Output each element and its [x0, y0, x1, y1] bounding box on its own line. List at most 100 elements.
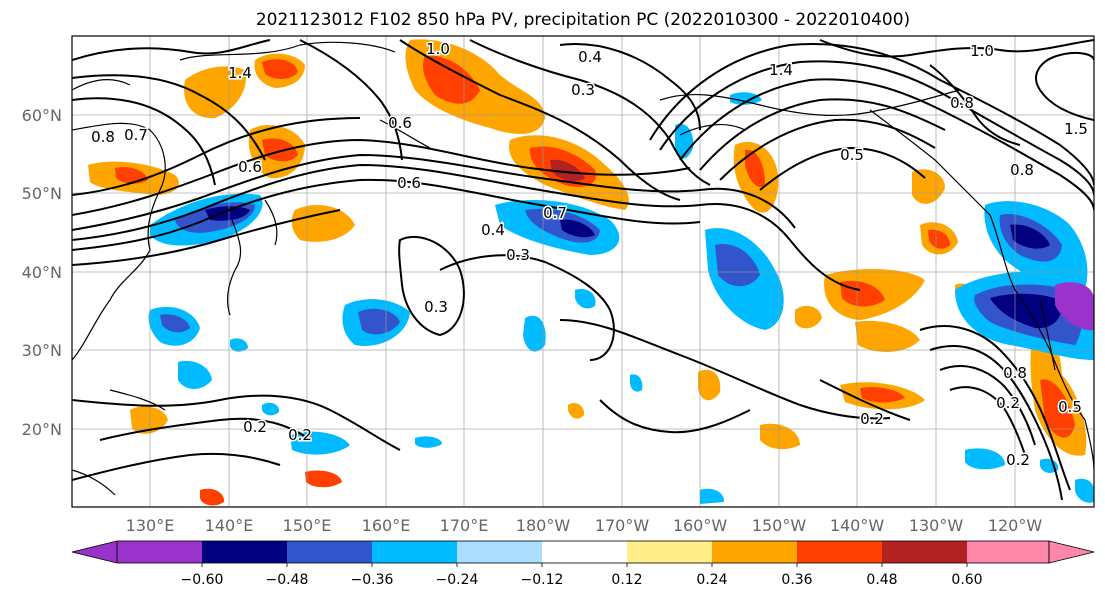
figure-title: 2021123012 F102 850 hPa PV, precipitatio… — [256, 10, 910, 30]
contour-label: 0.3 — [571, 81, 595, 99]
precip-blob — [262, 402, 280, 416]
precip-blob — [178, 360, 212, 389]
contour-label: 0.5 — [1058, 398, 1082, 416]
map-background — [72, 36, 1094, 507]
precip-blob — [715, 244, 760, 287]
contour-label: 1.4 — [228, 64, 252, 82]
precip-blob — [1075, 478, 1094, 503]
precip-blob — [160, 314, 190, 333]
colorbar-segment — [627, 541, 712, 563]
lon-label: 140°E — [205, 516, 254, 535]
pv-contours — [72, 39, 1094, 501]
contour-label: 1.5 — [1064, 120, 1088, 138]
lon-label: 150°E — [283, 516, 332, 535]
contour-label: 0.8 — [91, 128, 115, 146]
contour-label: 0.4 — [481, 221, 505, 239]
contour-label: 1.0 — [970, 42, 994, 60]
colorbar-segment — [457, 541, 542, 563]
gridlines — [72, 36, 1094, 507]
lat-label: 50°N — [22, 184, 62, 203]
contour-label: 0.8 — [950, 94, 974, 112]
precip-blob — [575, 289, 596, 309]
precip-blob — [990, 293, 1062, 329]
colorbar-segment — [712, 541, 797, 563]
precip-blob — [205, 206, 250, 221]
precip-blob — [965, 448, 1005, 470]
precip-blob — [358, 308, 400, 335]
precip-blob — [130, 406, 168, 434]
precip-blob — [855, 320, 920, 352]
lat-label: 60°N — [22, 106, 62, 125]
precip-blob — [184, 66, 246, 119]
contour-label: 0.2 — [243, 418, 267, 436]
colorbar-segment — [542, 541, 627, 563]
lon-label: 170°W — [595, 516, 650, 535]
precip-blob — [568, 403, 585, 419]
precip-blob — [730, 92, 762, 105]
precip-blob — [230, 338, 248, 352]
lat-label: 20°N — [22, 420, 62, 439]
colorbar: −0.60 −0.48 −0.36 −0.24 −0.12 0.12 0.24 … — [71, 540, 1095, 588]
lon-label: 160°W — [673, 516, 728, 535]
colorbar-segment — [287, 541, 372, 563]
colorbar-tick: −0.48 — [266, 572, 309, 588]
lon-label: 140°W — [830, 516, 885, 535]
precip-blob — [550, 159, 585, 182]
contour-label: 0.2 — [996, 394, 1020, 412]
precip-blob — [745, 149, 765, 188]
precip-blob — [305, 470, 342, 488]
precip-blob — [928, 229, 950, 249]
contour-label: 1.4 — [769, 61, 793, 79]
precip-blob — [1040, 379, 1075, 438]
colorbar-extend-low — [71, 540, 118, 564]
contour-label: 0.7 — [543, 204, 567, 222]
map-panel: 1.0 0.4 1.4 0.3 0.7 0.8 0.6 0.4 0.3 0.6 … — [71, 35, 1095, 508]
precip-blob — [795, 305, 822, 329]
contour-label: 0.7 — [124, 126, 148, 144]
contour-label: 0.2 — [860, 410, 884, 428]
contour-label: 0.6 — [397, 174, 421, 192]
lat-label: 30°N — [22, 341, 62, 360]
lon-label: 170°E — [440, 516, 489, 535]
colorbar-tick: 0.48 — [866, 572, 897, 588]
contour-label: 0.2 — [1006, 451, 1030, 469]
precip-blob — [200, 488, 225, 506]
colorbar-tick: 0.12 — [611, 572, 642, 588]
lon-label: 150°W — [752, 516, 807, 535]
lon-label: 130°E — [126, 516, 175, 535]
map-frame — [71, 35, 1095, 508]
contour-label: 0.4 — [578, 48, 602, 66]
precip-blob — [860, 387, 905, 403]
contour-label: 0.5 — [840, 146, 864, 164]
colorbar-segment — [117, 541, 202, 563]
precip-blob — [423, 55, 480, 104]
colorbar-segment — [202, 541, 287, 563]
latitude-labels: 60°N 50°N 40°N 30°N 20°N — [22, 106, 62, 439]
contour-label: 0.6 — [388, 114, 412, 132]
precip-blob — [262, 138, 298, 162]
colorbar-segment — [372, 541, 457, 563]
contour-label: 0.2 — [288, 426, 312, 444]
precip-blob — [630, 374, 643, 392]
precip-blob — [560, 219, 595, 238]
precip-blob — [700, 488, 725, 504]
precip-blob — [912, 169, 945, 204]
contour-label: 0.3 — [506, 246, 530, 264]
contour-label: 0.6 — [238, 158, 262, 176]
colorbar-tick: 0.60 — [951, 572, 982, 588]
contour-label: 0.8 — [1010, 161, 1034, 179]
colorbar-tick: 0.24 — [696, 572, 727, 588]
precip-blob — [1010, 224, 1050, 249]
colorbar-tick: −0.24 — [436, 572, 479, 588]
precip-blob — [523, 315, 546, 352]
contour-labels: 1.0 0.4 1.4 0.3 0.7 0.8 0.6 0.4 0.3 0.6 … — [90, 39, 1090, 471]
longitude-labels: 130°E 140°E 150°E 160°E 170°E 180°W 170°… — [126, 516, 1043, 535]
lon-label: 160°E — [362, 516, 411, 535]
colorbar-tick: 0.36 — [781, 572, 812, 588]
colorbar-tick: −0.12 — [521, 572, 564, 588]
colorbar-frame — [116, 540, 1050, 564]
contour-label: 1.0 — [426, 40, 450, 58]
precip-blob — [760, 423, 800, 450]
colorbar-extend-high — [1048, 540, 1095, 564]
lon-label: 130°W — [909, 516, 964, 535]
